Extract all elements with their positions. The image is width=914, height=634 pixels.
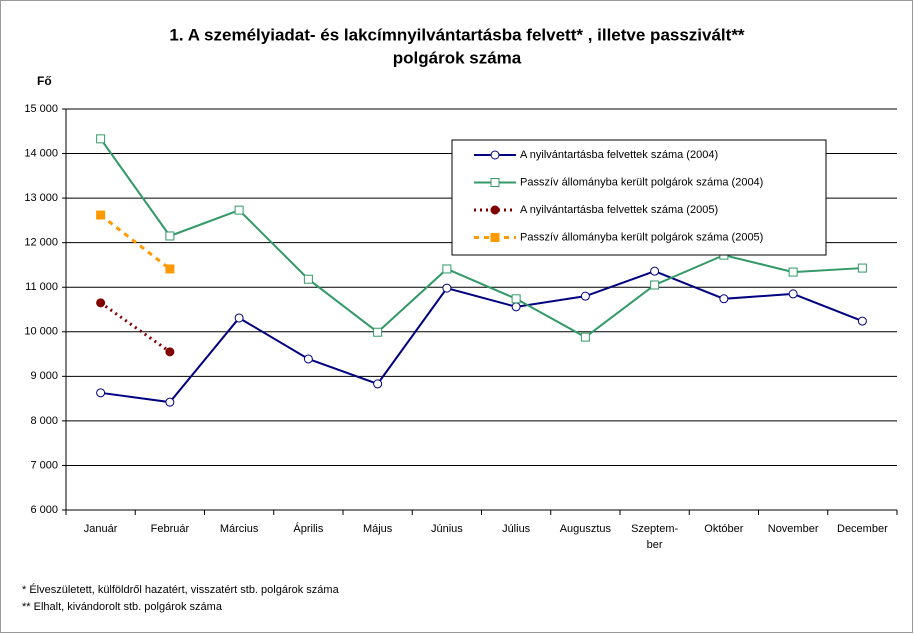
data-point (857, 263, 867, 273)
y-axis-label: Fő (37, 74, 52, 88)
footnote: * Élveszületett, külföldről hazatért, vi… (22, 583, 340, 596)
data-point (511, 294, 521, 304)
data-point (303, 354, 313, 364)
x-tick-label: Szeptem-ber (631, 523, 678, 551)
series-line (100, 270, 863, 404)
x-tick-label-line: ber (647, 539, 663, 551)
x-tick-label: November (768, 523, 819, 535)
legend-label: Passzív állományba került polgárok száma… (520, 231, 763, 243)
data-point (511, 302, 521, 312)
data-point (719, 294, 729, 304)
x-tick-label: Február (151, 523, 190, 535)
legend-marker (490, 150, 500, 160)
data-point (650, 266, 660, 276)
data-point (303, 274, 313, 284)
data-point (580, 332, 590, 342)
data-point (234, 313, 244, 323)
data-point (96, 210, 106, 220)
data-point (788, 289, 798, 299)
y-tick-label: 15 000 (24, 103, 58, 115)
data-point (165, 264, 175, 274)
series-line (99, 213, 171, 271)
data-point (96, 298, 106, 308)
legend-marker (490, 178, 500, 187)
y-tick-label: 9 000 (30, 370, 58, 382)
data-point (442, 283, 452, 293)
data-point (373, 327, 383, 337)
x-tick-label: Június (431, 523, 463, 535)
y-tick-label: 14 000 (24, 147, 58, 159)
x-tick-label: Április (293, 522, 323, 535)
y-tick-label: 13 000 (24, 192, 58, 204)
data-point (442, 264, 452, 274)
legend-label: A nyilvántartásba felvettek száma (2005) (520, 204, 718, 216)
y-tick-label: 11 000 (25, 281, 58, 293)
legend-marker (490, 205, 500, 215)
data-point (96, 388, 106, 398)
chart-title: 1. A személyiadat- és lakcímnyilvántartá… (169, 25, 745, 44)
x-tick-label: Március (220, 523, 259, 535)
data-point (165, 347, 175, 357)
data-point (650, 280, 660, 290)
data-point (788, 267, 798, 277)
data-point (580, 291, 590, 301)
data-point (165, 397, 175, 407)
x-tick-label: Október (704, 523, 743, 535)
chart-title: polgárok száma (393, 48, 522, 67)
x-tick-label: December (837, 523, 888, 535)
data-point (857, 316, 867, 326)
legend-label: A nyilvántartásba felvettek száma (2004) (520, 149, 718, 161)
x-tick-label-line: Szeptem- (631, 523, 678, 535)
data-point (373, 379, 383, 389)
x-tick-label: Január (84, 523, 118, 535)
footnote: ** Elhalt, kivándorolt stb. polgárok szá… (22, 601, 223, 613)
y-tick-label: 7 000 (30, 459, 58, 471)
y-tick-label: 10 000 (24, 326, 58, 338)
legend-marker (490, 233, 500, 242)
data-point (234, 205, 244, 215)
y-tick-label: 8 000 (30, 415, 58, 427)
series-line (99, 138, 863, 339)
y-tick-label: 12 000 (24, 237, 58, 249)
data-point (96, 134, 106, 144)
x-tick-label: Augusztus (560, 523, 612, 535)
data-point (165, 231, 175, 241)
series-line (99, 301, 171, 354)
legend-label: Passzív állományba került polgárok száma… (520, 176, 763, 188)
y-tick-label: 6 000 (30, 504, 58, 516)
x-tick-label: Május (363, 523, 393, 535)
x-tick-label: Július (502, 523, 531, 535)
legend-box (451, 139, 827, 256)
